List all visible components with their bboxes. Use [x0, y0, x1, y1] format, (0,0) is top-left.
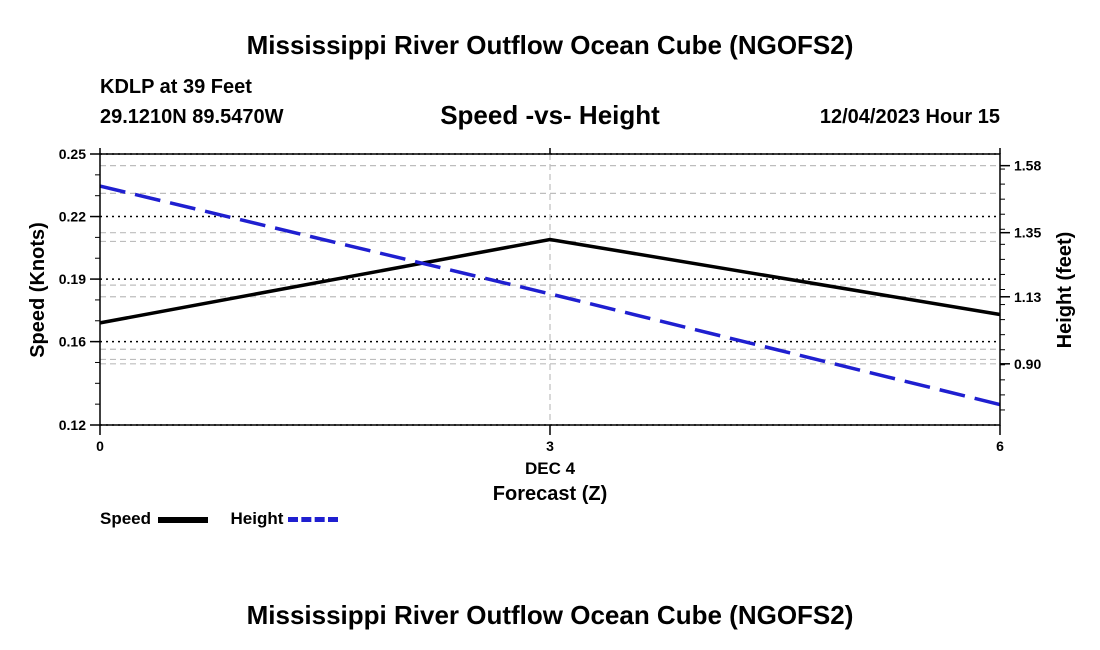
- y2-tick-label: 1.35: [1014, 225, 1041, 241]
- series-layer: [99, 184, 1001, 407]
- x-axis-label: Forecast (Z): [493, 483, 607, 505]
- axis-ticks: 0.12 0.16 0.19 0.22 0.25 0.90 1.13 1.35 1.58 0 3 6: [59, 146, 1042, 454]
- legend-speed-swatch: [157, 516, 208, 523]
- y2-tick-label: 1.13: [1014, 289, 1041, 305]
- legend-height-swatch: [288, 517, 339, 523]
- x-tick-label: 3: [546, 438, 554, 454]
- y-tick-label: 0.16: [59, 334, 86, 350]
- x-tick-label: 0: [96, 438, 104, 454]
- x-date-label: DEC 4: [525, 459, 576, 478]
- y2-axis-label: Height (feet): [1054, 232, 1076, 349]
- x-tick-label: 6: [996, 438, 1004, 454]
- legend-height-label: Height: [230, 509, 284, 528]
- chart-subtitle: Speed -vs- Height: [440, 100, 660, 130]
- station-label: KDLP at 39 Feet: [100, 76, 252, 98]
- location-label: 29.1210N 89.5470W: [100, 106, 284, 128]
- y-tick-label: 0.22: [59, 209, 86, 225]
- datetime-label: 12/04/2023 Hour 15: [819, 106, 1000, 128]
- grid-lines: [100, 153, 1000, 426]
- y2-tick-label: 1.58: [1014, 158, 1041, 174]
- speed-series-line: [99, 237, 1001, 325]
- y-tick-label: 0.25: [59, 146, 86, 162]
- legend-speed-label: Speed: [100, 509, 152, 528]
- y-tick-label: 0.12: [59, 417, 86, 433]
- height-series-line: [99, 184, 1001, 407]
- y-tick-label: 0.19: [59, 271, 86, 287]
- footer-title: Mississippi River Outflow Ocean Cube (NG…: [246, 600, 854, 630]
- legend: Speed Height: [100, 509, 339, 529]
- y2-tick-label: 0.90: [1014, 356, 1041, 372]
- chart-title: Mississippi River Outflow Ocean Cube (NG…: [246, 30, 854, 60]
- y-axis-label: Speed (Knots): [27, 222, 49, 358]
